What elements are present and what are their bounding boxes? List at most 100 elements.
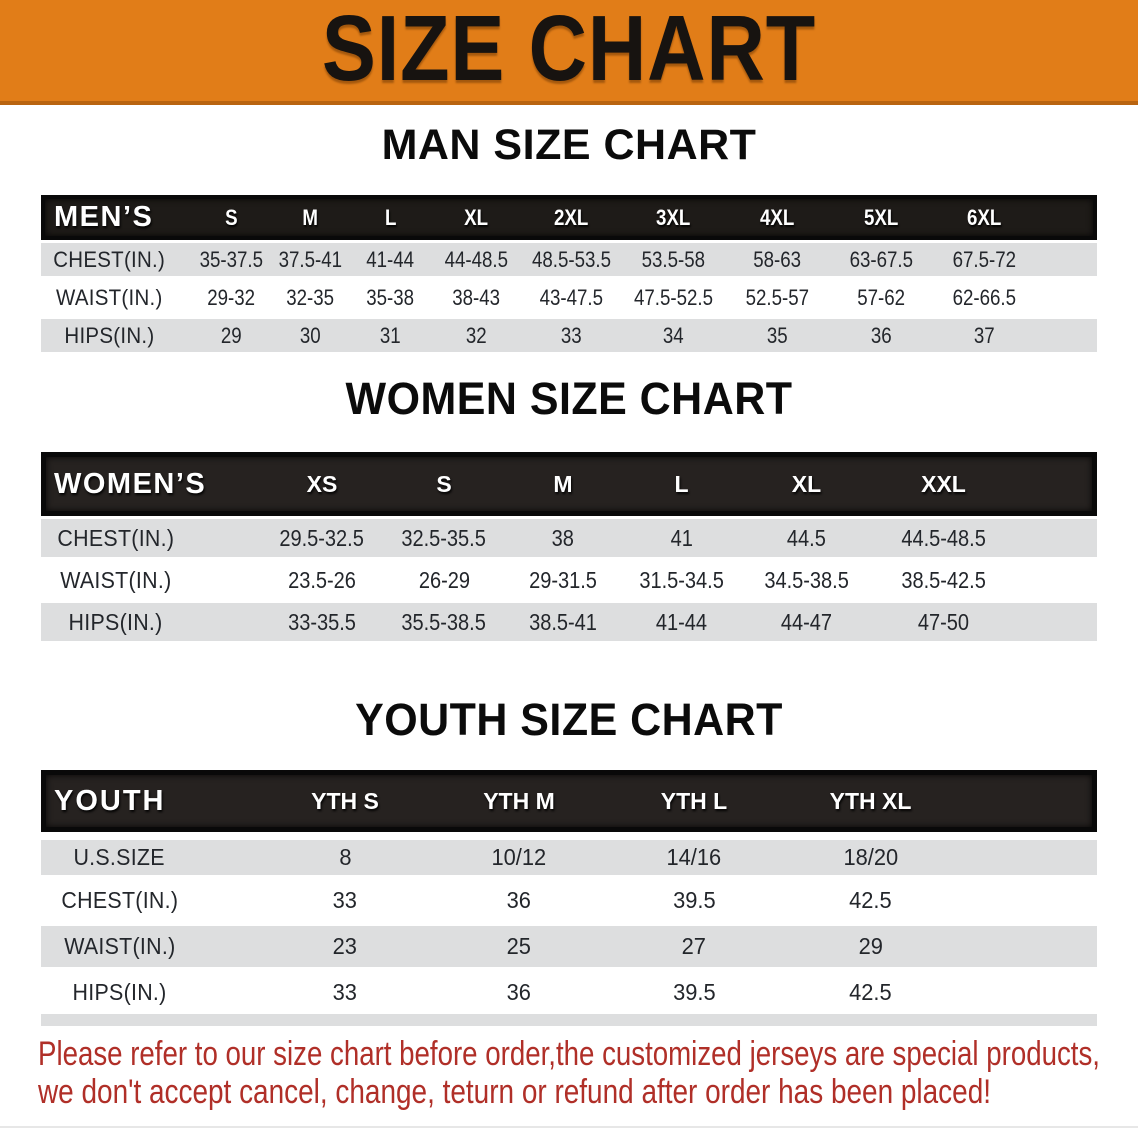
table-cell-text: 29 <box>858 933 883 959</box>
youth-section-title: YOUTH SIZE CHART <box>355 694 783 745</box>
column-header-text: L <box>384 204 397 230</box>
column-header: 5XL <box>829 205 933 231</box>
youth-size-table: YOUTH YTH S YTH M YTH L YTH XL U.S.SIZE 8 10/12… <box>41 770 1097 1026</box>
table-cell: 67.5-72 <box>933 247 1036 273</box>
table-cell-text: 35-37.5 <box>199 246 263 272</box>
table-cell: 29-32 <box>191 285 271 311</box>
table-cell: 29 <box>782 933 959 960</box>
table-row: WAIST(IN.) 29-32 32-35 35-38 38-43 43-47.5 47.… <box>41 281 1097 314</box>
table-cell-text: 34.5-38.5 <box>764 566 849 593</box>
table-cell: 52.5-57 <box>725 285 829 311</box>
table-cell: 33 <box>258 979 432 1006</box>
column-header-text: YTH S <box>311 787 379 814</box>
column-header: YTH XL <box>782 788 959 815</box>
table-corner-label: MEN’S <box>41 201 191 234</box>
table-cell-text: 27 <box>681 933 707 959</box>
table-cell: 37.5-41 <box>271 247 350 273</box>
column-header-text: S <box>224 204 238 230</box>
row-label: WAIST(IN.) <box>41 285 191 311</box>
row-label-text: WAIST(IN.) <box>60 566 172 593</box>
column-header: L <box>622 471 741 498</box>
table-cell: 41 <box>622 525 741 552</box>
table-cell: 35-37.5 <box>191 247 271 273</box>
row-label: HIPS(IN.) <box>41 609 260 636</box>
table-cell-text: 37.5-41 <box>278 246 343 272</box>
table-corner-label-text: WOMEN’S <box>54 467 207 500</box>
table-cell-text: 44-47 <box>780 608 833 635</box>
table-cell-text: 33 <box>332 978 358 1005</box>
table-header-row: WOMEN’S XS S M L XL XXL <box>41 452 1097 516</box>
order-notice-line1: Please refer to our size chart before or… <box>38 1035 1100 1073</box>
column-header: 4XL <box>725 205 829 231</box>
table-cell: 48.5-53.5 <box>521 247 621 273</box>
table-cell-text: 14/16 <box>666 844 722 870</box>
table-cell: 32 <box>431 323 521 349</box>
table-row: HIPS(IN.) 29 30 31 32 33 34 35 36 37 <box>41 319 1097 352</box>
table-cell: 43-47.5 <box>521 285 621 311</box>
table-row: WAIST(IN.) 23 25 27 29 <box>41 926 1097 967</box>
table-cell: 63-67.5 <box>829 247 933 273</box>
table-corner-label: WOMEN’S <box>41 468 260 501</box>
table-cell: 39.5 <box>606 887 782 914</box>
table-row: CHEST(IN.) 29.5-32.5 32.5-35.5 38 41 44.5 44.5… <box>41 519 1097 557</box>
banner: SIZE CHART <box>0 0 1138 105</box>
table-cell: 35-38 <box>350 285 431 311</box>
column-header: 2XL <box>521 205 621 231</box>
table-cell-text: 29.5-32.5 <box>279 524 365 551</box>
table-cell-text: 39.5 <box>672 978 716 1005</box>
row-label: U.S.SIZE <box>41 844 258 871</box>
table-cell-text: 25 <box>506 933 532 959</box>
table-cell-text: 33-35.5 <box>288 608 356 635</box>
table-cell: 38.5-42.5 <box>872 567 1015 594</box>
column-header: YTH M <box>432 788 606 815</box>
row-label-text: U.S.SIZE <box>73 844 166 870</box>
row-label: WAIST(IN.) <box>41 567 260 594</box>
table-cell-text: 43-47.5 <box>539 284 603 310</box>
row-label-text: WAIST(IN.) <box>63 933 176 959</box>
table-cell-text: 38-43 <box>452 284 500 310</box>
column-header-text: XL <box>791 470 822 497</box>
row-label: CHEST(IN.) <box>41 525 260 552</box>
table-cell-text: 44.5 <box>787 524 826 551</box>
table-cell-text: 26-29 <box>418 566 470 593</box>
table-cell: 35.5-38.5 <box>384 609 504 636</box>
table-cell: 25 <box>432 933 606 960</box>
table-cell: 36 <box>829 323 933 349</box>
table-cell-text: 30 <box>300 322 321 348</box>
table-cell-text: 32 <box>465 322 487 348</box>
table-row: CHEST(IN.) 33 36 39.5 42.5 <box>41 880 1097 920</box>
table-cell-text: 38.5-42.5 <box>901 566 986 593</box>
table-cell-text: 32.5-35.5 <box>401 524 487 551</box>
table-cell: 47.5-52.5 <box>621 285 725 311</box>
table-cell-text: 62-66.5 <box>952 284 1017 310</box>
table-cell: 58-63 <box>725 247 829 273</box>
column-header: XXL <box>872 471 1015 498</box>
table-cell-text: 23.5-26 <box>288 566 356 593</box>
column-header-text: YTH M <box>483 787 555 814</box>
table-cell-text: 35 <box>766 322 788 348</box>
table-row: HIPS(IN.) 33 36 39.5 42.5 <box>41 972 1097 1012</box>
table-row: HIPS(IN.) 33-35.5 35.5-38.5 38.5-41 41-44 44-… <box>41 603 1097 641</box>
table-cell-text: 57-62 <box>857 284 905 310</box>
table-cell-text: 58-63 <box>753 246 801 272</box>
table-cell: 37 <box>933 323 1036 349</box>
table-cell-text: 29-31.5 <box>529 566 597 593</box>
table-cell-text: 41-44 <box>655 608 708 635</box>
column-header: XL <box>741 471 872 498</box>
table-cell-text: 33 <box>332 886 358 913</box>
table-cell-text: 29 <box>220 322 242 348</box>
row-label-text: CHEST(IN.) <box>61 886 178 913</box>
table-cell-text: 42.5 <box>849 886 892 913</box>
table-cell-text: 67.5-72 <box>952 246 1017 272</box>
table-cell-text: 38 <box>551 524 575 551</box>
table-cell-text: 47-50 <box>917 608 970 635</box>
table-cell: 27 <box>606 933 782 960</box>
column-header: L <box>350 205 431 231</box>
row-label: CHEST(IN.) <box>41 887 258 914</box>
table-corner-label-text: MEN’S <box>54 201 154 233</box>
row-label-text: CHEST(IN.) <box>57 524 175 551</box>
table-cell-text: 36 <box>506 978 532 1005</box>
column-header: M <box>504 471 622 498</box>
row-label: CHEST(IN.) <box>41 247 191 273</box>
table-cell-text: 10/12 <box>491 844 547 870</box>
